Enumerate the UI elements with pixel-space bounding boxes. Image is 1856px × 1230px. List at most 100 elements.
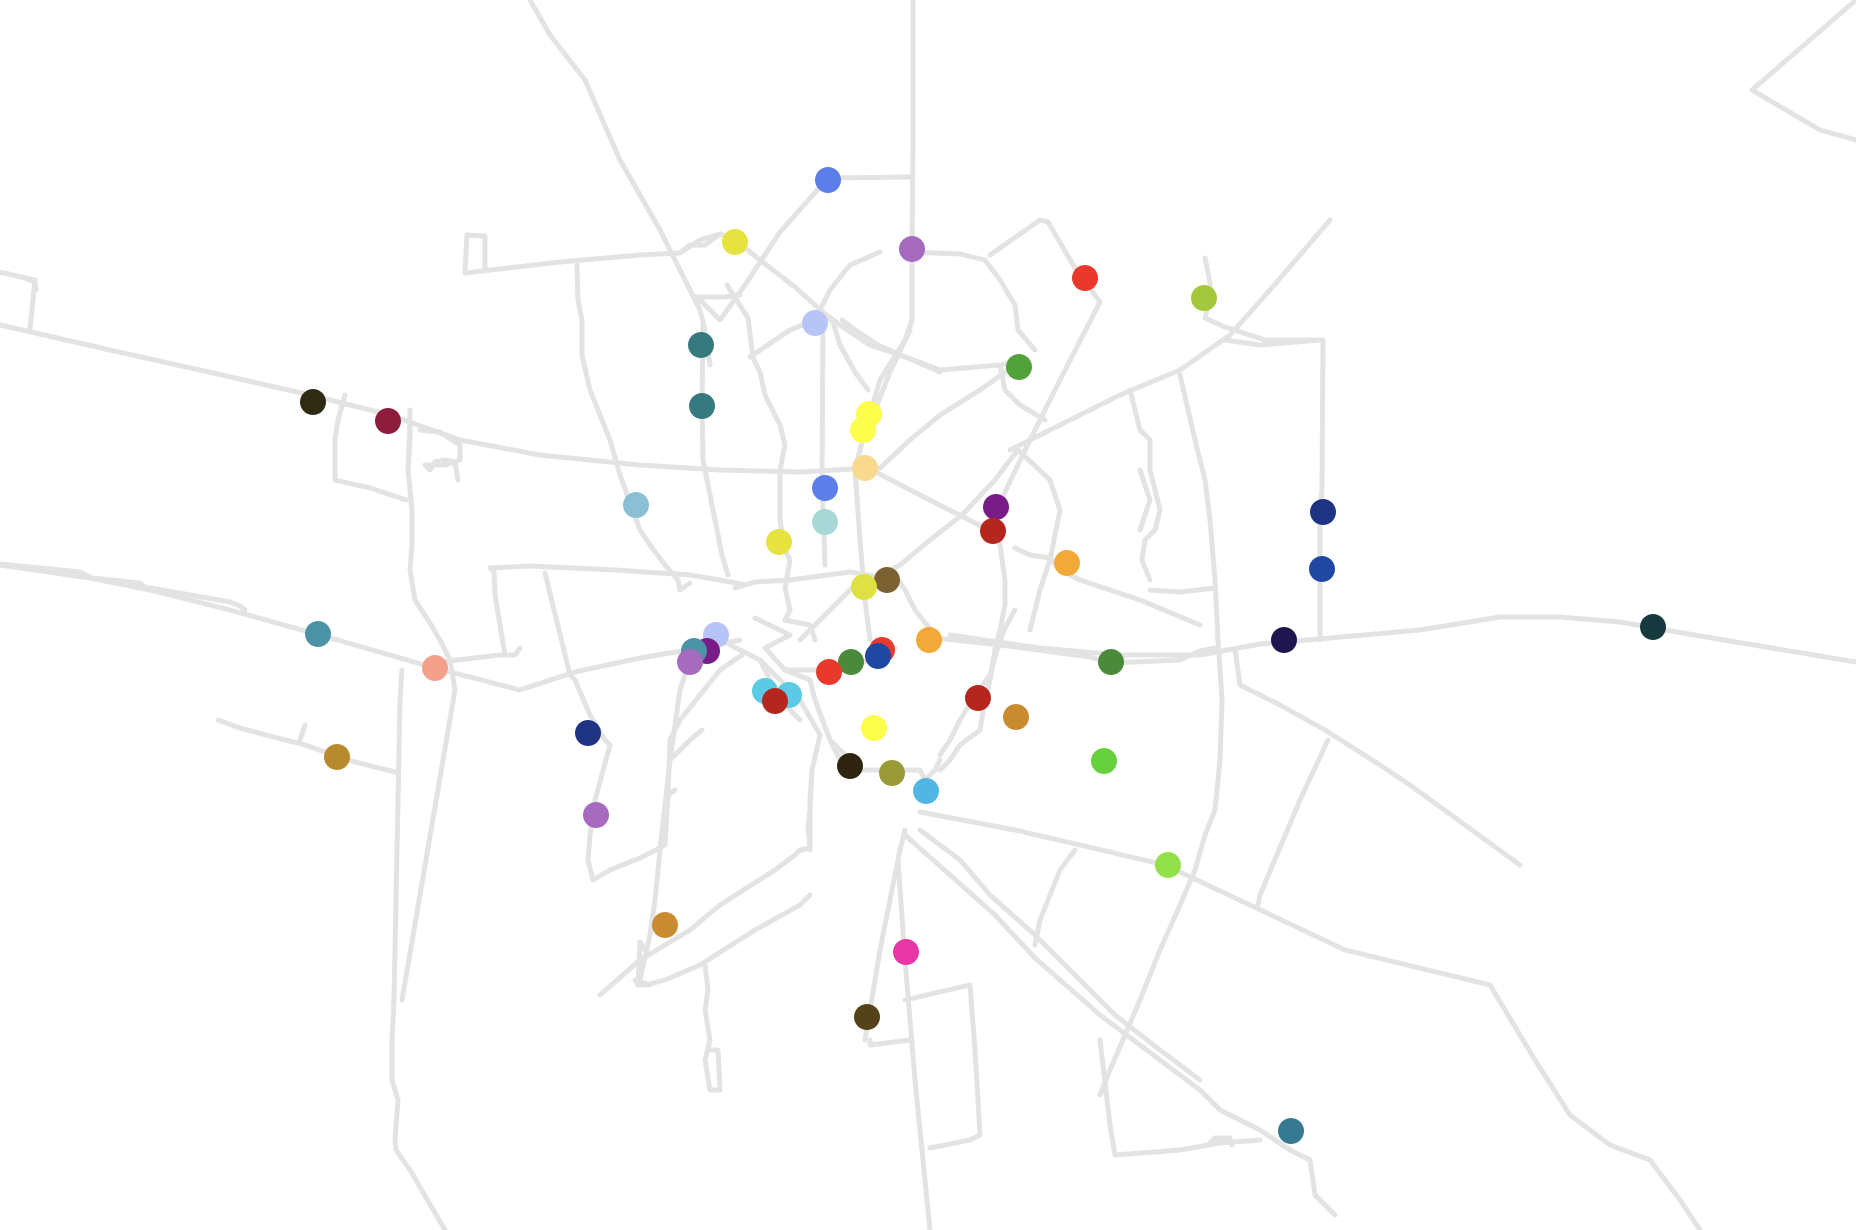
road: [437, 645, 523, 665]
stop-marker-s17[interactable]: [812, 509, 838, 535]
stop-marker-s25[interactable]: [1309, 556, 1335, 582]
stop-marker-s43[interactable]: [762, 688, 788, 714]
road: [417, 427, 463, 483]
stop-marker-s03[interactable]: [899, 236, 925, 262]
stop-marker-s14[interactable]: [852, 455, 878, 481]
road: [677, 231, 723, 256]
stop-marker-s30[interactable]: [677, 649, 703, 675]
stop-marker-s09[interactable]: [689, 393, 715, 419]
stop-marker-s34[interactable]: [838, 649, 864, 675]
road: [0, 561, 248, 613]
road: [1032, 847, 1078, 948]
stop-marker-s04[interactable]: [1072, 265, 1098, 291]
road: [867, 1037, 913, 1048]
stop-marker-s49[interactable]: [837, 753, 863, 779]
stop-marker-s22[interactable]: [1054, 550, 1080, 576]
stop-marker-s48[interactable]: [1091, 748, 1117, 774]
stop-marker-s46[interactable]: [575, 720, 601, 746]
stop-marker-s39[interactable]: [1640, 614, 1666, 640]
road: [1749, 0, 1856, 143]
road: [937, 512, 1008, 773]
road: [839, 317, 943, 375]
stop-marker-s26[interactable]: [305, 621, 331, 647]
road: [635, 892, 813, 988]
stop-marker-s55[interactable]: [893, 939, 919, 965]
stop-marker-s44[interactable]: [1003, 704, 1029, 730]
stop-marker-s07[interactable]: [688, 332, 714, 358]
stop-marker-s13[interactable]: [850, 417, 876, 443]
road: [1207, 1135, 1235, 1148]
stop-marker-s40[interactable]: [965, 685, 991, 711]
stop-marker-s02[interactable]: [722, 229, 748, 255]
stop-marker-s05[interactable]: [1191, 285, 1217, 311]
stop-marker-s11[interactable]: [375, 408, 401, 434]
road: [405, 417, 413, 473]
road: [0, 562, 743, 693]
road: [817, 249, 1021, 373]
road: [1297, 1152, 1338, 1218]
road: [662, 787, 678, 848]
stop-marker-s20[interactable]: [766, 529, 792, 555]
road: [297, 722, 308, 743]
road: [702, 962, 723, 1093]
stop-marker-s47[interactable]: [324, 744, 350, 770]
road: [1027, 557, 1053, 633]
stop-marker-s32[interactable]: [916, 627, 942, 653]
stop-marker-s38[interactable]: [1271, 627, 1297, 653]
stop-marker-s19[interactable]: [980, 518, 1006, 544]
stop-marker-s57[interactable]: [1278, 1118, 1304, 1144]
road: [635, 657, 693, 988]
stop-marker-s23[interactable]: [874, 567, 900, 593]
road: [1255, 737, 1331, 908]
road: [332, 392, 409, 503]
stop-marker-s53[interactable]: [1155, 852, 1181, 878]
road: [462, 232, 488, 276]
stop-marker-s45[interactable]: [861, 715, 887, 741]
road: [1127, 387, 1163, 583]
road: [0, 269, 38, 333]
road: [902, 832, 1303, 1158]
road: [892, 572, 938, 638]
road: [697, 174, 915, 323]
stop-marker-s50[interactable]: [879, 760, 905, 786]
road: [1007, 217, 1333, 453]
stop-marker-s18[interactable]: [983, 494, 1009, 520]
road: [724, 282, 818, 643]
stop-marker-s31[interactable]: [422, 655, 448, 681]
stop-marker-s08[interactable]: [1006, 354, 1032, 380]
road: [667, 727, 705, 763]
road: [487, 563, 903, 658]
stop-marker-s06[interactable]: [802, 310, 828, 336]
stop-markers: [300, 167, 1666, 1144]
road: [1232, 647, 1523, 868]
stop-marker-s51[interactable]: [913, 778, 939, 804]
stop-marker-s37[interactable]: [1098, 649, 1124, 675]
road: [895, 857, 933, 1230]
stop-marker-s10[interactable]: [300, 389, 326, 415]
stop-marker-s01[interactable]: [815, 167, 841, 193]
road: [1222, 337, 1323, 348]
stop-marker-s15[interactable]: [812, 475, 838, 501]
stop-marker-s56[interactable]: [854, 1004, 880, 1030]
stop-marker-s54[interactable]: [652, 912, 678, 938]
road: [699, 322, 731, 578]
road: [215, 717, 398, 775]
stop-marker-s36[interactable]: [816, 659, 842, 685]
road: [862, 827, 908, 1043]
road: [462, 231, 871, 393]
stop-marker-s16[interactable]: [623, 492, 649, 518]
stop-marker-s24[interactable]: [851, 574, 877, 600]
road: [917, 809, 1703, 1230]
road: [542, 570, 613, 883]
road: [997, 362, 1048, 423]
stop-marker-s21[interactable]: [1310, 499, 1336, 525]
stop-marker-s52[interactable]: [583, 802, 609, 828]
road: [807, 767, 815, 853]
road: [1177, 372, 1225, 908]
road: [665, 652, 745, 798]
road: [1137, 467, 1153, 533]
road: [1015, 447, 1063, 563]
stop-marker-s35[interactable]: [865, 643, 891, 669]
